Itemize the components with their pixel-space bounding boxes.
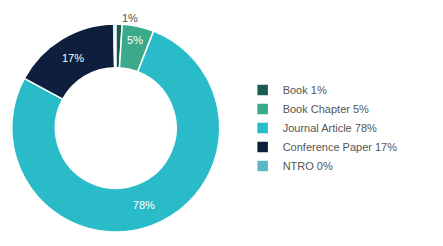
- svg-text:Journal Article 78%: Journal Article 78%: [283, 122, 377, 134]
- svg-text:17%: 17%: [62, 52, 84, 64]
- svg-text:5%: 5%: [127, 34, 143, 46]
- svg-text:Book Chapter 5%: Book Chapter 5%: [283, 103, 369, 115]
- svg-text:NTRO 0%: NTRO 0%: [283, 160, 333, 172]
- svg-text:1%: 1%: [122, 12, 138, 24]
- svg-text:Book 1%: Book 1%: [283, 84, 327, 96]
- svg-text:78%: 78%: [133, 199, 155, 211]
- svg-text:Conference Paper 17%: Conference Paper 17%: [283, 141, 398, 153]
